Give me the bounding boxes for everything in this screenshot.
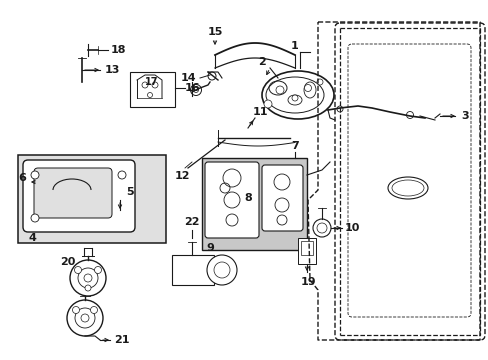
Circle shape — [304, 85, 311, 91]
Text: 19: 19 — [300, 277, 315, 287]
Text: 8: 8 — [244, 193, 251, 203]
Text: 5: 5 — [126, 187, 134, 197]
Circle shape — [94, 266, 102, 274]
Circle shape — [312, 219, 330, 237]
Text: 18: 18 — [110, 45, 125, 55]
Circle shape — [190, 85, 201, 95]
Circle shape — [207, 72, 216, 80]
Circle shape — [152, 82, 158, 88]
Circle shape — [406, 112, 413, 118]
Bar — [172, 255, 214, 285]
Circle shape — [81, 314, 89, 322]
Text: 17: 17 — [145, 77, 159, 87]
Text: 4: 4 — [28, 233, 36, 243]
Circle shape — [31, 214, 39, 222]
Circle shape — [206, 255, 237, 285]
Circle shape — [291, 95, 297, 101]
FancyBboxPatch shape — [23, 160, 135, 232]
Circle shape — [336, 106, 342, 112]
Circle shape — [70, 260, 106, 296]
FancyBboxPatch shape — [262, 165, 303, 231]
Text: 15: 15 — [207, 27, 222, 37]
Circle shape — [31, 171, 39, 179]
Text: 21: 21 — [114, 335, 129, 345]
Circle shape — [85, 285, 91, 291]
Circle shape — [72, 306, 80, 314]
Bar — [202, 158, 306, 250]
Text: 7: 7 — [290, 141, 298, 151]
Ellipse shape — [262, 71, 333, 119]
FancyBboxPatch shape — [204, 162, 259, 238]
Circle shape — [90, 306, 97, 314]
Circle shape — [147, 93, 152, 98]
Circle shape — [275, 86, 284, 94]
Circle shape — [74, 266, 81, 274]
Text: 13: 13 — [104, 65, 120, 75]
Bar — [301, 241, 312, 255]
Bar — [18, 155, 165, 243]
Bar — [297, 238, 315, 264]
Text: 9: 9 — [205, 243, 214, 253]
Circle shape — [264, 100, 271, 108]
Text: 16: 16 — [184, 83, 200, 93]
Text: 1: 1 — [290, 41, 298, 51]
Circle shape — [193, 87, 198, 93]
Text: 3: 3 — [460, 111, 468, 121]
Text: 12: 12 — [174, 171, 189, 181]
Circle shape — [118, 171, 126, 179]
Circle shape — [316, 79, 323, 85]
Text: 11: 11 — [252, 107, 267, 117]
Text: 14: 14 — [180, 73, 195, 83]
Circle shape — [84, 274, 92, 282]
Text: 6: 6 — [18, 173, 26, 183]
Text: 2: 2 — [258, 57, 265, 67]
Circle shape — [67, 300, 103, 336]
FancyBboxPatch shape — [34, 168, 112, 218]
Text: 20: 20 — [60, 257, 76, 267]
Bar — [130, 72, 175, 107]
Text: 10: 10 — [344, 223, 359, 233]
Circle shape — [142, 82, 148, 88]
Text: 22: 22 — [184, 217, 199, 227]
